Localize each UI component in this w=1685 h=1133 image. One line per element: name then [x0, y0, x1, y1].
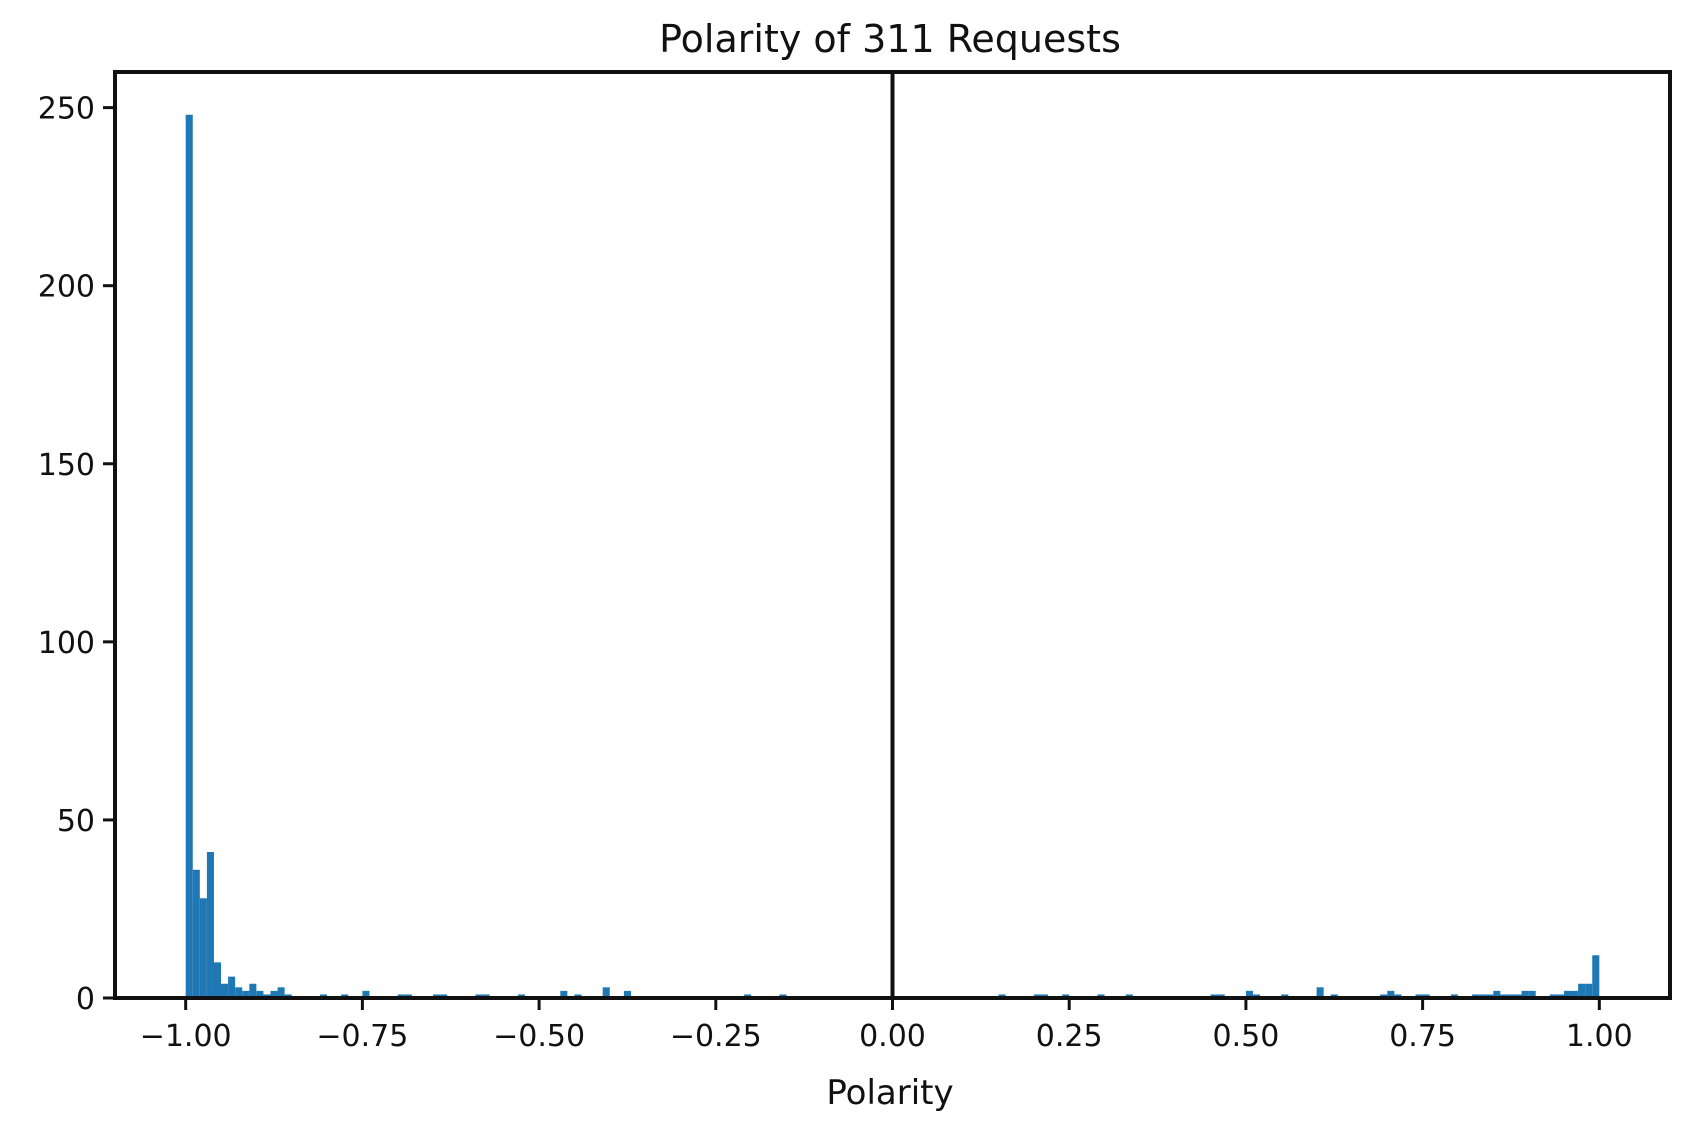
histogram-bar	[235, 987, 243, 998]
x-tick-label: −0.50	[493, 1019, 585, 1054]
histogram-bar	[213, 962, 222, 998]
histogram-bar	[185, 114, 193, 998]
histogram-bar	[602, 987, 610, 998]
histogram-bar	[1578, 983, 1586, 998]
histogram-bar	[277, 987, 285, 998]
x-tick-label: −0.25	[670, 1019, 762, 1054]
histogram-bar	[1563, 990, 1572, 998]
y-tick-label: 0	[76, 982, 95, 1017]
histogram-bar	[1592, 955, 1600, 998]
histogram-bar	[362, 990, 370, 998]
y-tick-label: 200	[38, 270, 95, 305]
histogram-bar	[249, 983, 257, 998]
x-tick-label: −0.75	[316, 1019, 408, 1054]
chart-title: Polarity of 311 Requests	[659, 17, 1121, 61]
histogram-bar	[1571, 990, 1579, 998]
y-tick-label: 100	[38, 626, 95, 661]
x-tick-label: 0.50	[1213, 1019, 1280, 1054]
x-tick-label: −1.00	[140, 1019, 232, 1054]
x-tick-label: 1.00	[1566, 1019, 1633, 1054]
histogram-bar	[1387, 990, 1395, 998]
x-tick-label: 0.00	[859, 1019, 926, 1054]
histogram-bar	[1528, 990, 1536, 998]
y-tick-label: 250	[38, 92, 95, 127]
x-tick-label: 0.25	[1036, 1019, 1103, 1054]
histogram-bar	[206, 851, 214, 998]
histogram-bar	[1316, 987, 1324, 998]
y-tick-label: 150	[38, 448, 95, 483]
y-axis-ticks: 0 50 100 150 200 250	[38, 92, 115, 1017]
histogram-bar	[270, 990, 278, 998]
histogram-bar	[199, 898, 207, 998]
histogram-bar	[256, 990, 264, 998]
histogram-bar	[560, 990, 568, 998]
x-tick-label: 0.75	[1389, 1019, 1456, 1054]
histogram-bar	[623, 990, 631, 998]
histogram-bar	[1521, 990, 1529, 998]
histogram-bar	[228, 976, 236, 998]
y-tick-label: 50	[57, 804, 95, 839]
histogram-bar	[1245, 990, 1253, 998]
histogram-bar	[1585, 983, 1593, 998]
histogram-bar	[221, 983, 229, 998]
x-axis-label: Polarity	[826, 1073, 953, 1113]
histogram-bar	[1493, 990, 1501, 998]
histogram-bar	[242, 990, 250, 998]
histogram-bar	[192, 869, 200, 998]
x-axis-ticks: −1.00 −0.75 −0.50 −0.25 0.00 0.25 0.50 0.75 1.00	[140, 998, 1633, 1054]
